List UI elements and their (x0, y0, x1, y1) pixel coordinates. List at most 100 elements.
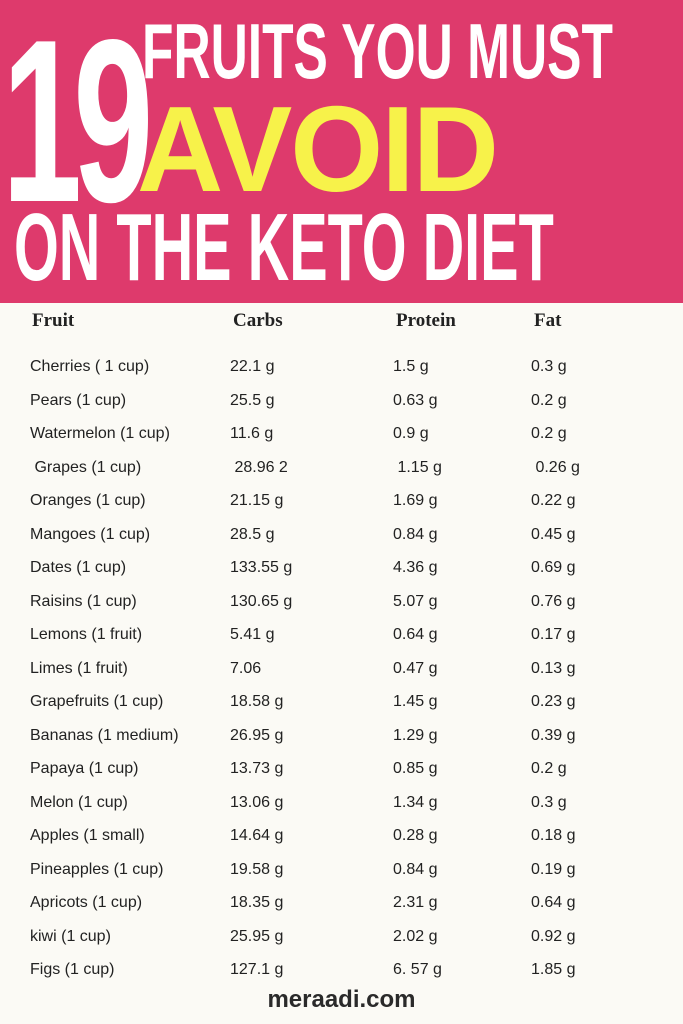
fat-cell: 0.76 g (531, 592, 576, 610)
fat-cell: 0.2 g (531, 425, 567, 442)
column-header-fruit: Fruit (32, 310, 75, 331)
fat-cell: 0.18 g (531, 827, 576, 844)
fat-cell: 0.64 g (531, 894, 576, 911)
carbs-cell: 133.55 g (230, 559, 293, 576)
fat-cell: 0.39 g (531, 726, 576, 744)
protein-cell: 2.31 g (393, 894, 438, 911)
fruit-cell: Melon (1 cup) (30, 793, 128, 811)
column-header-protein: Protein (396, 310, 456, 331)
table-row: Figs (1 cup) 127.1 g 6. 57 g 1.85 g (0, 955, 683, 989)
table-row: Grapefruits (1 cup) 18.58 g 1.45 g 0.23 g (0, 687, 683, 721)
title-line-3: ON THE KETO DIET (14, 194, 554, 301)
carbs-cell: 14.64 g (230, 827, 284, 844)
table-header: Fruit Carbs Protein Fat (0, 310, 683, 340)
fat-cell: 0.26 g (531, 458, 580, 476)
title-banner: 19 FRUITS YOU MUST AVOID ON THE KETO DIE… (0, 0, 683, 303)
fruit-cell: Apricots (1 cup) (30, 894, 143, 911)
fruit-cell: Pears (1 cup) (30, 391, 127, 409)
carbs-cell: 28.5 g (230, 525, 275, 543)
protein-cell: 1.69 g (393, 492, 438, 509)
table-row: Limes (1 fruit) 7.06 0.47 g 0.13 g (0, 654, 683, 688)
site-url: meraadi.com (267, 986, 416, 1013)
table-row: Raisins (1 cup) 130.65 g 5.07 g 0.76 g (0, 587, 683, 621)
fruit-cell: Lemons (1 fruit) (30, 626, 143, 643)
fruit-cell: Papaya (1 cup) (30, 760, 139, 777)
fruit-cell: Grapefruits (1 cup) (30, 693, 164, 710)
protein-cell: 0.64 g (393, 626, 438, 643)
table-row: Dates (1 cup) 133.55 g 4.36 g 0.69 g (0, 553, 683, 587)
table-row: Apricots (1 cup) 18.35 g 2.31 g 0.64 g (0, 888, 683, 922)
fat-cell: 0.3 g (531, 793, 567, 811)
column-header-fat: Fat (534, 310, 562, 331)
protein-cell: 0.85 g (393, 760, 438, 777)
fat-cell: 0.69 g (531, 559, 576, 576)
fruit-cell: Watermelon (1 cup) (30, 425, 170, 442)
title-line-1: FRUITS YOU MUST (142, 7, 613, 95)
table-row: Apples (1 small) 14.64 g 0.28 g 0.18 g (0, 821, 683, 855)
carbs-cell: 13.06 g (230, 793, 284, 811)
fruit-cell: Mangoes (1 cup) (30, 525, 151, 543)
title-line-2: AVOID (137, 81, 499, 217)
protein-cell: 6. 57 g (393, 961, 442, 978)
fat-cell: 0.13 g (531, 659, 576, 677)
table-row: Lemons (1 fruit) 5.41 g 0.64 g 0.17 g (0, 620, 683, 654)
carbs-cell: 18.58 g (230, 693, 284, 710)
protein-cell: 0.63 g (393, 391, 438, 409)
fat-cell: 0.19 g (531, 860, 576, 878)
fat-cell: 0.92 g (531, 927, 576, 945)
carbs-cell: 127.1 g (230, 961, 284, 978)
fat-cell: 1.85 g (531, 961, 576, 978)
protein-cell: 0.84 g (393, 525, 438, 543)
fat-cell: 0.22 g (531, 492, 576, 509)
carbs-cell: 18.35 g (230, 894, 284, 911)
protein-cell: 4.36 g (393, 559, 438, 576)
carbs-cell: 7.06 (230, 659, 262, 677)
table-row: Watermelon (1 cup) 11.6 g 0.9 g 0.2 g (0, 419, 683, 453)
carbs-cell: 11.6 g (230, 425, 274, 442)
column-header-carbs: Carbs (233, 310, 283, 331)
carbs-cell: 25.95 g (230, 927, 284, 945)
fat-cell: 0.2 g (531, 760, 567, 777)
carbs-cell: 22.1 g (230, 358, 275, 375)
carbs-cell: 130.65 g (230, 592, 293, 610)
protein-cell: 5.07 g (393, 592, 438, 610)
protein-cell: 0.84 g (393, 860, 438, 878)
carbs-cell: 19.58 g (230, 860, 284, 878)
fat-cell: 0.23 g (531, 693, 576, 710)
protein-cell: 1.5 g (393, 358, 429, 375)
carbs-cell: 13.73 g (230, 760, 284, 777)
table-row: Pears (1 cup) 25.5 g 0.63 g 0.2 g (0, 386, 683, 420)
protein-cell: 0.9 g (393, 425, 429, 442)
protein-cell: 2.02 g (393, 927, 438, 945)
protein-cell: 0.28 g (393, 827, 438, 844)
table-row: Mangoes (1 cup) 28.5 g 0.84 g 0.45 g (0, 520, 683, 554)
carbs-cell: 28.96 2 (230, 458, 288, 476)
carbs-cell: 5.41 g (230, 626, 275, 643)
fat-cell: 0.17 g (531, 626, 576, 643)
fat-cell: 0.2 g (531, 391, 567, 409)
carbs-cell: 26.95 g (230, 726, 284, 744)
table-row: kiwi (1 cup) 25.95 g 2.02 g 0.92 g (0, 922, 683, 956)
fruit-cell: Dates (1 cup) (30, 559, 127, 576)
fruit-cell: Raisins (1 cup) (30, 592, 137, 610)
table-row: Pineapples (1 cup) 19.58 g 0.84 g 0.19 g (0, 855, 683, 889)
fruit-cell: Grapes (1 cup) (30, 458, 142, 476)
nutrition-table-body: Cherries ( 1 cup) 22.1 g 1.5 g 0.3 g Pears (… (0, 352, 683, 989)
title-number: 19 (2, 0, 153, 251)
fruit-cell: Limes (1 fruit) (30, 659, 128, 677)
fruit-cell: Bananas (1 medium) (30, 726, 179, 744)
protein-cell: 1.34 g (393, 793, 438, 811)
table-row: Bananas (1 medium) 26.95 g 1.29 g 0.39 g (0, 721, 683, 755)
protein-cell: 1.15 g (393, 458, 442, 476)
fruit-cell: Oranges (1 cup) (30, 492, 146, 509)
fruit-cell: Apples (1 small) (30, 827, 145, 844)
fat-cell: 0.45 g (531, 525, 576, 543)
protein-cell: 1.29 g (393, 726, 438, 744)
fruit-cell: kiwi (1 cup) (30, 927, 111, 945)
table-row: Oranges (1 cup) 21.15 g 1.69 g 0.22 g (0, 486, 683, 520)
fruit-cell: Figs (1 cup) (30, 961, 115, 978)
table-row: Grapes (1 cup) 28.96 2 1.15 g 0.26 g (0, 453, 683, 487)
table-row: Cherries ( 1 cup) 22.1 g 1.5 g 0.3 g (0, 352, 683, 386)
protein-cell: 1.45 g (393, 693, 438, 710)
fruit-cell: Cherries ( 1 cup) (30, 358, 150, 375)
